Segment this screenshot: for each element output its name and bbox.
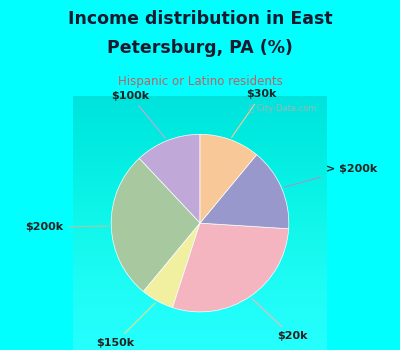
Text: $30k: $30k — [232, 89, 277, 137]
Wedge shape — [200, 155, 289, 229]
Text: Income distribution in East: Income distribution in East — [68, 10, 332, 28]
Text: ⓘ City-Data.com: ⓘ City-Data.com — [249, 104, 317, 113]
Wedge shape — [111, 159, 200, 292]
Text: $100k: $100k — [112, 91, 166, 138]
Wedge shape — [139, 134, 200, 223]
Text: > $200k: > $200k — [284, 164, 377, 187]
Text: $150k: $150k — [96, 303, 155, 348]
Wedge shape — [172, 223, 289, 312]
Text: Hispanic or Latino residents: Hispanic or Latino residents — [118, 75, 282, 88]
Text: Petersburg, PA (%): Petersburg, PA (%) — [107, 39, 293, 57]
Text: $200k: $200k — [25, 223, 108, 232]
Wedge shape — [200, 134, 257, 223]
Wedge shape — [143, 223, 200, 308]
Text: $20k: $20k — [252, 299, 308, 342]
